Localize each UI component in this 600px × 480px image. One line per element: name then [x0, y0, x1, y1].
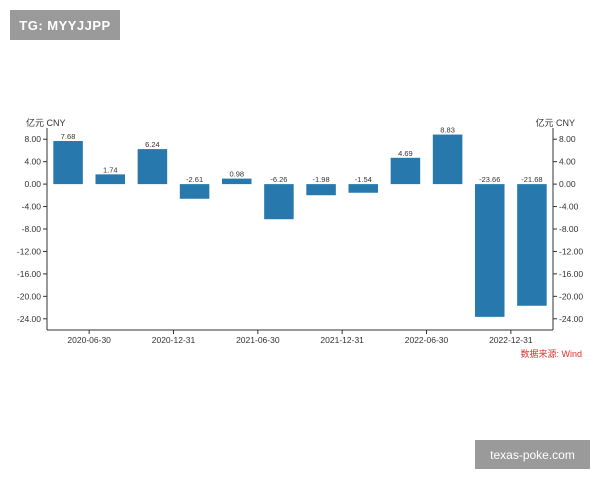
- bar: [517, 184, 547, 306]
- bar: [221, 178, 252, 185]
- bar: [53, 141, 83, 185]
- bar: [390, 157, 421, 185]
- y-tick-label-left: 0.00: [24, 179, 41, 189]
- bar: [306, 184, 336, 196]
- y-tick-label-right: 0.00: [559, 179, 576, 189]
- watermark-tg: TG: MYYJJPP: [10, 10, 120, 40]
- y-axis-unit-left: 亿元 CNY: [26, 117, 66, 128]
- bar: [95, 174, 126, 185]
- source-note: 数据来源: Wind: [520, 348, 582, 359]
- bar: [137, 149, 168, 185]
- x-tick-label: 2022-06-30: [405, 335, 449, 345]
- y-tick-label-right: 8.00: [559, 134, 576, 144]
- x-tick-label: 2020-12-31: [152, 335, 196, 345]
- y-tick-label-left: -16.00: [17, 269, 41, 279]
- x-tick-label: 2020-06-30: [67, 335, 111, 345]
- y-tick-label-left: 8.00: [24, 134, 41, 144]
- bar: [264, 184, 294, 220]
- data-label: -1.98: [313, 175, 330, 184]
- y-tick-label-right: -20.00: [559, 291, 583, 301]
- y-tick-label-right: -12.00: [559, 246, 583, 256]
- data-label: -1.54: [355, 175, 372, 184]
- data-label: -23.66: [479, 175, 500, 184]
- y-tick-label-right: -8.00: [559, 224, 579, 234]
- x-tick-label: 2021-12-31: [320, 335, 364, 345]
- data-label: -21.68: [521, 175, 542, 184]
- data-label: -6.26: [270, 175, 287, 184]
- bar: [348, 184, 379, 193]
- y-tick-label-left: -12.00: [17, 246, 41, 256]
- data-label: 6.24: [145, 140, 160, 149]
- data-label: 1.74: [103, 165, 118, 174]
- y-axis-unit-right: 亿元 CNY: [535, 117, 575, 128]
- y-ticks-left: 8.00 4.00 0.00 -4.00 -8.00 -12.00 -16.00 -20.00…: [17, 134, 47, 324]
- y-tick-label-left: -24.00: [17, 314, 41, 324]
- y-tick-label-right: -24.00: [559, 314, 583, 324]
- data-label: 4.69: [398, 149, 413, 158]
- bar: [432, 134, 463, 185]
- y-tick-label-right: 4.00: [559, 157, 576, 167]
- x-tick-label: 2022-12-31: [489, 335, 533, 345]
- data-label: 7.68: [61, 132, 76, 141]
- bar: [474, 184, 505, 317]
- y-tick-label-right: -4.00: [559, 202, 579, 212]
- bars-group: [53, 134, 547, 317]
- y-ticks-right: 8.00 4.00 0.00 -4.00 -8.00 -12.00 -16.00 -20.00…: [553, 134, 583, 324]
- bar: [179, 184, 210, 199]
- data-labels-group: 7.68 1.74 6.24 -2.61 0.98 -6.26 -1.98 -1.54 4.69…: [61, 126, 543, 185]
- data-label: -2.61: [186, 175, 203, 184]
- y-tick-label-right: -16.00: [559, 269, 583, 279]
- x-ticks: 2020-06-30 2020-12-31 2021-06-30 2021-12-31…: [67, 330, 533, 345]
- y-tick-label-left: 4.00: [24, 157, 41, 167]
- data-label: 8.83: [440, 126, 455, 135]
- y-tick-label-left: -4.00: [22, 202, 42, 212]
- watermark-site: texas-poke.com: [475, 440, 590, 469]
- x-tick-label: 2021-06-30: [236, 335, 280, 345]
- data-label: 0.98: [229, 170, 244, 179]
- y-tick-label-left: -20.00: [17, 291, 41, 301]
- y-tick-label-left: -8.00: [22, 224, 42, 234]
